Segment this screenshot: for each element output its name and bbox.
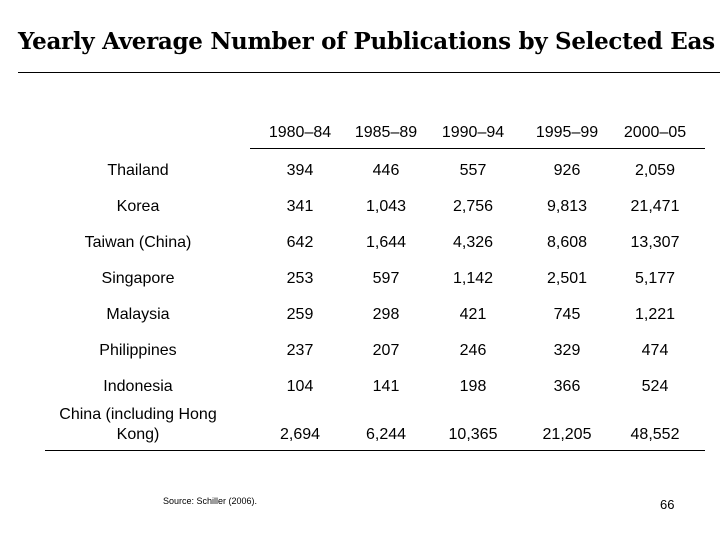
table-cell: 207	[372, 342, 400, 359]
row-label: Thailand	[107, 162, 169, 179]
slide-title: Yearly Average Number of Publications by…	[18, 28, 715, 55]
table-cell: 557	[459, 162, 487, 179]
column-header: 1995–99	[535, 124, 599, 141]
table-cell: 4,326	[452, 234, 494, 251]
table-cell: 10,365	[448, 426, 498, 443]
row-label: Indonesia	[103, 378, 173, 395]
row-label: Korea	[116, 198, 160, 215]
table-bottom-rule	[45, 450, 705, 451]
table-cell: 6,244	[365, 426, 407, 443]
page-number: 66	[660, 497, 675, 512]
table-cell: 2,501	[546, 270, 588, 287]
table-cell: 21,471	[630, 198, 680, 215]
table-cell: 1,043	[365, 198, 407, 215]
table-cell: 446	[372, 162, 400, 179]
table-cell: 421	[459, 306, 487, 323]
header-rule	[250, 148, 705, 149]
table-cell: 253	[286, 270, 314, 287]
table-cell: 2,756	[452, 198, 494, 215]
table-cell: 745	[553, 306, 581, 323]
table-cell: 642	[286, 234, 314, 251]
title-rule	[18, 72, 720, 73]
row-label: Singapore	[101, 270, 175, 287]
table-cell: 21,205	[542, 426, 592, 443]
column-header: 1985–89	[354, 124, 418, 141]
table-cell: 1,221	[634, 306, 676, 323]
table-cell: 394	[286, 162, 314, 179]
table-cell: 5,177	[634, 270, 676, 287]
column-header: 2000–05	[623, 124, 687, 141]
table-cell: 9,813	[546, 198, 588, 215]
row-label: China (including Hong Kong)	[59, 406, 217, 443]
table-cell: 597	[372, 270, 400, 287]
table-cell: 329	[553, 342, 581, 359]
table-cell: 1,142	[452, 270, 494, 287]
table-cell: 259	[286, 306, 314, 323]
table-cell: 341	[286, 198, 314, 215]
table-cell: 246	[459, 342, 487, 359]
table-cell: 141	[372, 378, 400, 395]
table-cell: 926	[553, 162, 581, 179]
table-cell: 366	[553, 378, 581, 395]
table-cell: 2,694	[279, 426, 321, 443]
row-label: Philippines	[99, 342, 177, 359]
table-cell: 524	[641, 378, 669, 395]
table-cell: 104	[286, 378, 314, 395]
table-cell: 2,059	[634, 162, 676, 179]
row-label: Taiwan (China)	[84, 234, 192, 251]
table-cell: 8,608	[546, 234, 588, 251]
row-label: Malaysia	[106, 306, 170, 323]
table-cell: 13,307	[630, 234, 680, 251]
table-cell: 298	[372, 306, 400, 323]
table-cell: 48,552	[630, 426, 680, 443]
table-cell: 198	[459, 378, 487, 395]
source-note: Source: Schiller (2006).	[163, 496, 258, 506]
column-header: 1980–84	[268, 124, 332, 141]
table-cell: 1,644	[365, 234, 407, 251]
table-cell: 474	[641, 342, 669, 359]
column-header: 1990–94	[441, 124, 505, 141]
table-cell: 237	[286, 342, 314, 359]
